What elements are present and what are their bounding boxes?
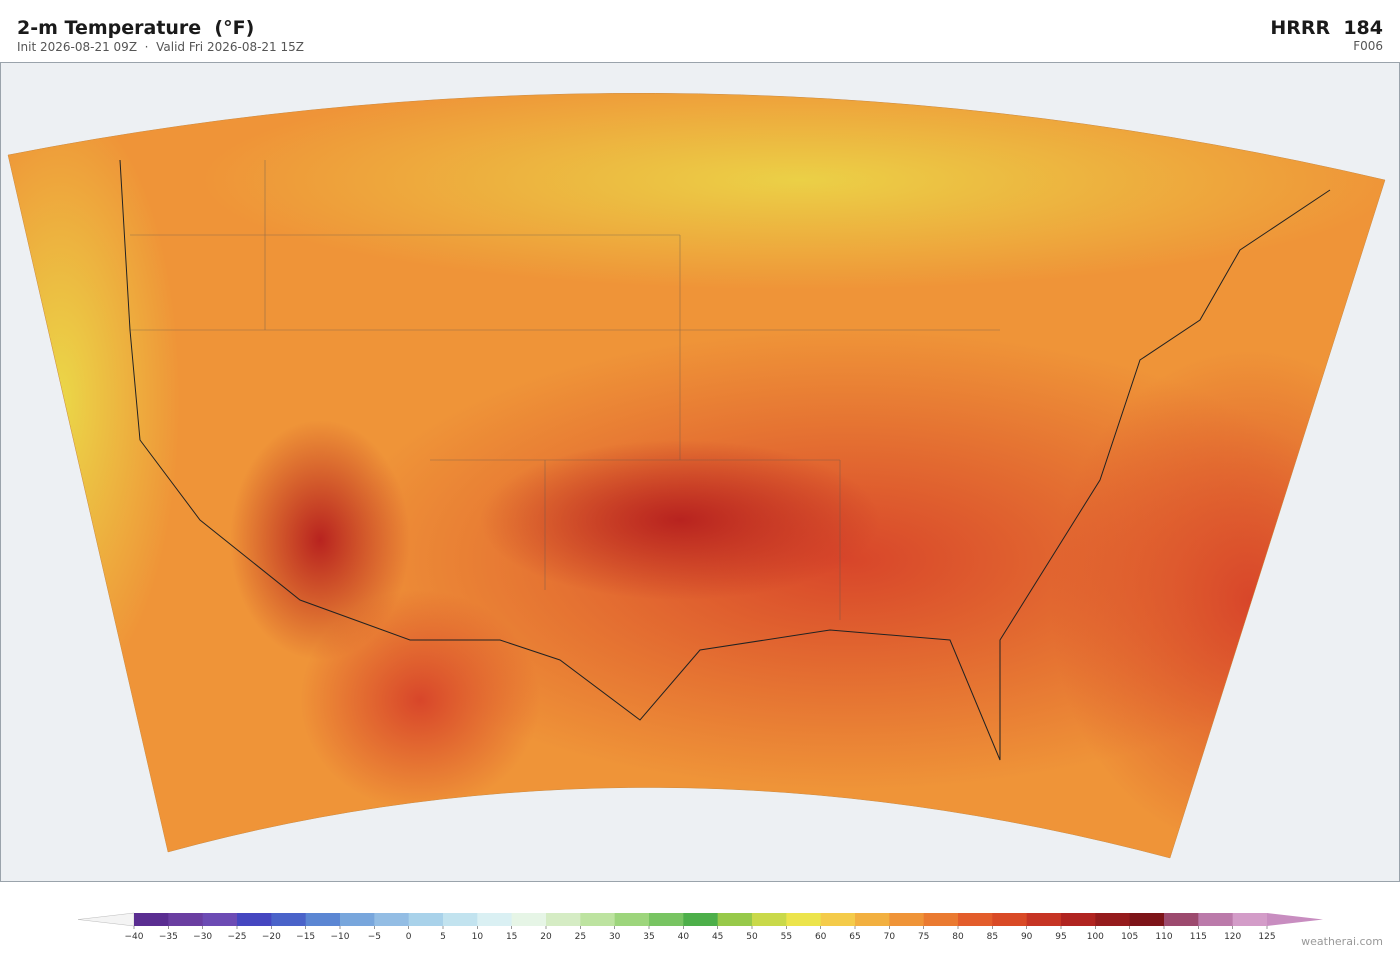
colorbar-tick-label: 80 [952,932,964,942]
colorbar-tick-label: 95 [1055,932,1066,942]
colorbar-tick-label: 55 [781,932,792,942]
colorbar-tick-label: 60 [815,932,827,942]
colorbar-tick-label: 0 [406,932,412,942]
colorbar-over [1267,913,1323,926]
colorbar-tick-label: −15 [296,932,315,942]
colorbar-tick-label: 65 [849,932,860,942]
colorbar-tick-label: 70 [884,932,896,942]
colorbar-tick-label: 105 [1121,932,1138,942]
colorbar-tick-label: 5 [440,932,446,942]
subtitle: Init 2026-08-21 09Z · Valid Fri 2026-08-… [17,40,304,54]
colorbar-swatch [752,913,787,926]
colorbar: −40 −35 −30 −25 −20 −15 −10 −5 0 5 10 15 20 25 30 35 40 4… [77,912,1323,942]
domain-outline [7,93,1386,859]
colorbar-swatch [443,913,478,926]
colorbar-swatch [649,913,684,926]
colorbar-tick-label: −25 [228,932,247,942]
colorbar-swatch [271,913,307,926]
colorbar-swatch [717,913,753,926]
colorbar-swatch [168,913,204,926]
colorbar-under [77,912,135,927]
colorbar-tick-label: 40 [678,932,690,942]
colorbar-tick-label: 15 [506,932,517,942]
colorbar-tick-label: 110 [1155,932,1172,942]
colorbar-swatch [820,913,856,926]
colorbar-tick-label: 50 [746,932,758,942]
colorbar-tick-label: −20 [262,932,281,942]
colorbar-swatch [134,913,169,926]
colorbar-swatch [202,913,238,926]
colorbar-tick-label: 45 [712,932,723,942]
state-borders [130,160,1000,620]
colorbar-swatch [374,913,410,926]
colorbar-swatch [1095,913,1131,926]
model-label: HRRR 184 [1270,17,1383,39]
colorbar-swatch [923,913,959,926]
colorbar-swatch [1232,913,1268,926]
colorbar-tick-label: 35 [643,932,654,942]
temperature-field [8,93,1385,858]
colorbar-tick-label: 10 [472,932,484,942]
colorbar-tick-label: 85 [987,932,998,942]
colorbar-tick-label: 75 [918,932,929,942]
colorbar-swatch [683,913,719,926]
colorbar-swatch [511,913,547,926]
colorbar-swatch [1026,913,1062,926]
colorbar-swatch [855,913,890,926]
colorbar-tick-label: −5 [368,932,381,942]
colorbar-tick-label: 25 [575,932,586,942]
colorbar-swatch [237,913,272,926]
colorbar-tick-label: 100 [1087,932,1104,942]
colorbar-swatch [889,913,925,926]
colorbar-swatch [477,913,513,926]
colorbar-swatch [614,913,650,926]
colorbar-swatch [1129,913,1165,926]
colorbar-swatch [786,913,822,926]
title: 2-m Temperature (°F) [17,17,254,39]
colorbar-tick-label: 20 [540,932,552,942]
colorbar-swatch [340,913,375,926]
colorbar-swatch [992,913,1028,926]
colorbar-swatch [1198,913,1234,926]
colorbar-tick-label: 30 [609,932,621,942]
colorbar-tick-label: −30 [193,932,212,942]
colorbar-tick-label: 120 [1224,932,1241,942]
credit: weatherai.com [1301,935,1383,948]
coastline [119,159,1331,761]
colorbar-swatch [580,913,616,926]
colorbar-tick-label: −40 [125,932,144,942]
colorbar-tick-label: −10 [331,932,350,942]
colorbar-tick-label: −35 [159,932,178,942]
colorbar-swatch [1061,913,1096,926]
colorbar-swatch [546,913,581,926]
colorbar-swatch [958,913,993,926]
colorbar-swatch [1164,913,1199,926]
colorbar-tick-label: 125 [1258,932,1275,942]
colorbar-swatch [408,913,444,926]
forecast-hour: F006 [1353,39,1383,53]
colorbar-tick-label: 115 [1190,932,1207,942]
colorbar-tick-label: 90 [1021,932,1033,942]
colorbar-swatch [305,913,341,926]
